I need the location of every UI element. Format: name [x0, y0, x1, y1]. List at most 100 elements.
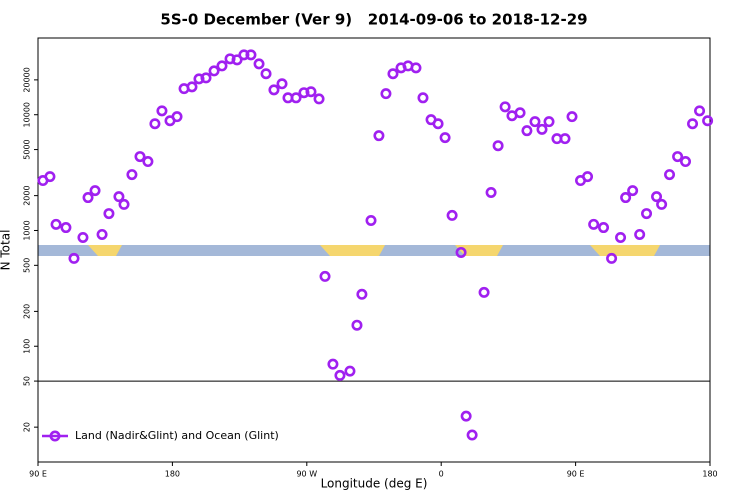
y-tick-label: 2000 [23, 185, 32, 205]
data-point [313, 93, 325, 105]
data-point [50, 218, 62, 230]
data-point [276, 78, 288, 90]
data-point [694, 105, 706, 117]
data-point [156, 105, 168, 117]
data-point [149, 118, 161, 130]
data-point [656, 198, 668, 210]
data-point [351, 319, 363, 331]
data-point [356, 288, 368, 300]
data-point [466, 429, 478, 441]
data-point [543, 116, 555, 128]
data-point [186, 81, 198, 93]
data-point [606, 252, 618, 264]
x-tick-label: 90 W [296, 470, 317, 479]
data-point [60, 222, 72, 234]
chart-title: 5S-0 December (Ver 9) 2014-09-06 to 2018… [160, 11, 587, 29]
data-point [44, 171, 56, 183]
data-point [417, 92, 429, 104]
data-point [634, 228, 646, 240]
x-tick-label: 90 E [567, 470, 585, 479]
data-point [290, 92, 302, 104]
x-tick-label: 180 [165, 470, 180, 479]
land-patch [320, 245, 385, 256]
data-point [702, 115, 714, 127]
y-tick-label: 20000 [23, 67, 32, 92]
land-patch [88, 245, 122, 256]
data-point [96, 228, 108, 240]
data-point [432, 118, 444, 130]
data-point [536, 123, 548, 135]
y-tick-label: 1000 [23, 220, 32, 240]
data-point [365, 214, 377, 226]
data-point [260, 68, 272, 80]
data-point [387, 68, 399, 80]
data-point [672, 151, 684, 163]
data-point [103, 208, 115, 220]
legend-marker [49, 430, 61, 442]
data-point [615, 231, 627, 243]
data-point [208, 65, 220, 77]
data-point [200, 72, 212, 84]
y-tick-label: 200 [23, 304, 32, 319]
y-tick-label: 10000 [23, 102, 32, 127]
data-point [113, 191, 125, 203]
data-point [268, 84, 280, 96]
data-point [118, 198, 130, 210]
data-point [231, 54, 243, 66]
data-point [82, 192, 94, 204]
y-tick-label: 50 [23, 376, 32, 386]
data-point [680, 156, 692, 168]
data-point [559, 133, 571, 145]
data-point [142, 156, 154, 168]
x-tick-label: 0 [439, 470, 444, 479]
x-axis-label: Longitude (deg E) [321, 477, 428, 491]
data-point [134, 151, 146, 163]
data-point [327, 358, 339, 370]
data-point [334, 369, 346, 381]
data-point [566, 111, 578, 123]
x-tick-label: 180 [702, 470, 717, 479]
data-point [485, 186, 497, 198]
data-point [439, 132, 451, 144]
data-point [216, 60, 228, 72]
data-point [446, 209, 458, 221]
data-point [380, 88, 392, 100]
legend-label: Land (Nadir&Glint) and Ocean (Glint) [75, 429, 279, 442]
data-point [373, 130, 385, 142]
data-point [627, 185, 639, 197]
data-point [460, 410, 472, 422]
data-point [664, 169, 676, 181]
data-point [68, 252, 80, 264]
data-point [344, 365, 356, 377]
data-point [77, 231, 89, 243]
data-point [455, 246, 467, 258]
data-point [521, 125, 533, 137]
data-point [410, 62, 422, 74]
plot-frame [37, 37, 711, 463]
data-point [687, 118, 699, 130]
data-point [253, 58, 265, 70]
data-point [245, 49, 257, 61]
data-point [492, 140, 504, 152]
x-tick-label: 90 E [29, 470, 47, 479]
data-point [238, 49, 250, 61]
data-point [641, 208, 653, 220]
land-patch [455, 245, 503, 256]
data-point [319, 270, 331, 282]
data-point [620, 192, 632, 204]
data-point [651, 191, 663, 203]
data-point [89, 185, 101, 197]
land-patch [590, 245, 660, 256]
data-point [529, 116, 541, 128]
data-point [478, 286, 490, 298]
y-tick-label: 500 [23, 258, 32, 273]
y-tick-label: 5000 [23, 139, 32, 159]
data-point [588, 218, 600, 230]
data-point [305, 86, 317, 98]
data-point [598, 222, 610, 234]
data-point [514, 107, 526, 119]
data-point [582, 171, 594, 183]
y-tick-label: 100 [23, 339, 32, 354]
data-point [499, 101, 511, 113]
